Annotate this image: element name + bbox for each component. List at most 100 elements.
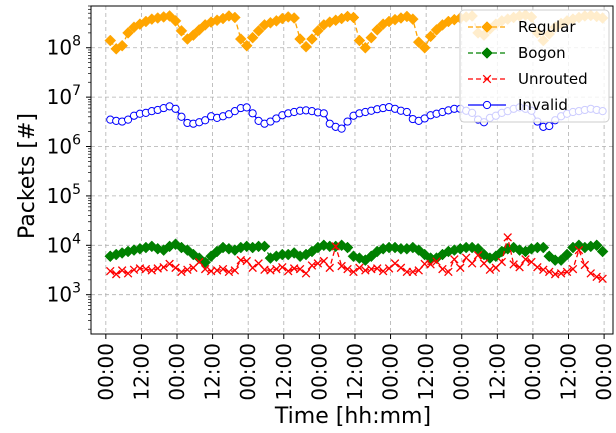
x-tick-label: 00:00 (236, 343, 260, 401)
x-tick-label: 12:00 (201, 343, 225, 401)
unrouted-point (171, 263, 180, 273)
x-tick-label: 00:00 (521, 343, 545, 401)
legend-entry-invalid: Invalid (468, 96, 568, 114)
regular-point (175, 24, 188, 37)
unrouted-point (372, 264, 382, 273)
unrouted-point (117, 266, 127, 275)
unrouted-point (450, 255, 459, 264)
unrouted-point (159, 262, 168, 272)
legend-entry-regular: Regular (468, 18, 576, 36)
unrouted-point (123, 269, 133, 278)
unrouted-point (313, 259, 323, 268)
regular-point (252, 24, 265, 37)
unrouted-point (147, 266, 157, 275)
unrouted-point (515, 262, 524, 272)
regular-point (300, 40, 312, 53)
x-axis: 00:00 12:00 00:00 12:00 00:00 12:00 00:00 12:00… (94, 334, 616, 401)
regular-point (294, 33, 306, 45)
unrouted-point (574, 245, 584, 255)
legend-entry-unrouted-label: Unrouted (518, 70, 588, 88)
unrouted-point (455, 263, 465, 273)
legend-entry-bogon-label: Bogon (518, 44, 566, 62)
unrouted-point (283, 266, 293, 276)
unrouted-point (580, 260, 590, 270)
regular-point (246, 31, 259, 44)
unrouted-point (301, 269, 311, 278)
regular-point (228, 11, 241, 24)
x-tick-label: 12:00 (343, 343, 367, 401)
unrouted-point (438, 264, 447, 274)
unrouted-point (390, 259, 400, 268)
bogon-point (418, 248, 431, 261)
unrouted-point (349, 267, 358, 277)
unrouted-point (177, 267, 186, 277)
unrouted-point (533, 262, 542, 272)
regular-point (234, 33, 247, 45)
unrouted-point (378, 266, 388, 276)
regular-point (412, 36, 425, 48)
regular-point (365, 31, 378, 44)
x-tick-label: 12:00 (557, 343, 581, 401)
x-tick-label: 00:00 (450, 343, 474, 401)
unrouted-point (521, 255, 530, 264)
unrouted-point (278, 262, 287, 272)
unrouted-point (396, 263, 406, 273)
unrouted-point (295, 264, 305, 274)
legend-regular-point (481, 21, 493, 33)
legend-entry-regular-label: Regular (518, 18, 576, 36)
y-tick-label: 104 (47, 231, 81, 257)
unrouted-point (355, 263, 364, 273)
unrouted-point (473, 250, 483, 260)
legend-entry-invalid-label: Invalid (518, 96, 568, 114)
invalid-point (343, 117, 352, 126)
grid (91, 6, 613, 334)
unrouted-series (106, 233, 607, 284)
invalid-point (242, 103, 251, 112)
regular-point (122, 27, 134, 39)
regular-point (104, 34, 117, 47)
x-tick-label: 12:00 (129, 343, 153, 401)
unrouted-point (426, 260, 435, 269)
unrouted-point (467, 259, 477, 268)
regular-point (406, 13, 419, 25)
bogon-point (561, 248, 573, 261)
unrouted-point (111, 269, 121, 279)
unrouted-point (562, 267, 572, 277)
unrouted-point (183, 265, 192, 275)
unrouted-point (586, 269, 596, 278)
regular-point (288, 12, 301, 24)
invalid-point (337, 124, 346, 133)
invalid-point (177, 112, 186, 121)
x-tick-label: 00:00 (165, 343, 189, 401)
bogon-point (590, 239, 603, 252)
unrouted-point (539, 265, 548, 275)
invalid-point (319, 109, 328, 118)
bogon-point (341, 241, 354, 254)
regular-point (418, 41, 431, 54)
invalid-point (171, 104, 180, 113)
unrouted-point (497, 257, 507, 267)
unrouted-point (272, 264, 281, 274)
regular-point (371, 24, 384, 36)
y-tick-label: 105 (47, 182, 81, 208)
x-tick-label: 12:00 (485, 343, 509, 401)
unrouted-point (592, 272, 601, 282)
unrouted-point (444, 267, 453, 277)
unrouted-point (544, 267, 554, 277)
regular-point (116, 39, 128, 52)
unrouted-point (325, 263, 335, 273)
x-tick-label: 00:00 (592, 343, 616, 401)
legend: Regular Bogon Unrouted Invalid (459, 9, 610, 123)
y-axis-label: Packets [#] (15, 113, 40, 239)
unrouted-point (165, 259, 174, 269)
legend-invalid-point (482, 100, 492, 110)
regular-point (424, 30, 437, 43)
y-tick-label: 107 (47, 83, 81, 109)
regular-point (306, 33, 318, 45)
invalid-point (545, 121, 554, 131)
bogon-point (258, 240, 271, 253)
unrouted-point (248, 263, 257, 273)
unrouted-point (568, 264, 578, 274)
regular-point (359, 41, 372, 54)
regular-point (240, 39, 253, 52)
